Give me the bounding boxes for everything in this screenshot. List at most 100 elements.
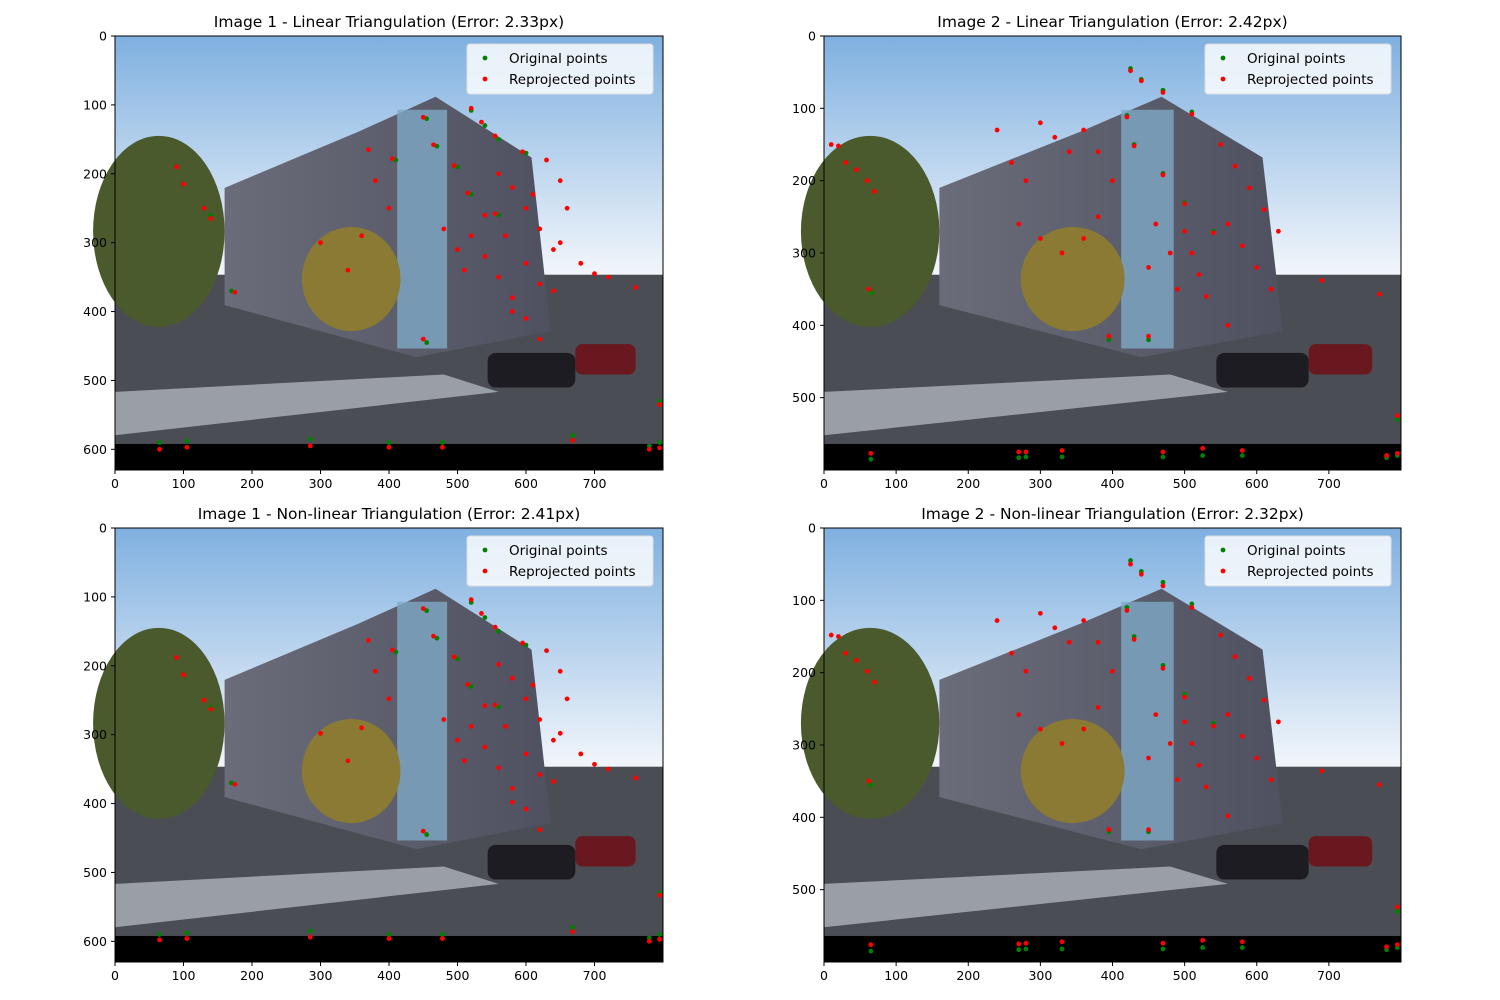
reprojected-point	[492, 624, 498, 630]
reprojected-point	[1167, 250, 1173, 256]
panel-title: Image 2 - Non-linear Triangulation (Erro…	[921, 505, 1304, 523]
reprojected-point	[455, 247, 460, 252]
reprojected-point	[184, 444, 190, 450]
reprojected-point	[1376, 291, 1382, 297]
reprojected-point	[868, 942, 874, 948]
original-point	[1016, 947, 1022, 953]
reprojected-point	[1146, 265, 1151, 270]
original-point	[1239, 453, 1245, 458]
reprojected-point	[866, 778, 872, 784]
y-tick-label: 100	[792, 593, 816, 608]
reprojected-point	[1275, 228, 1281, 234]
legend-original-marker	[482, 547, 488, 553]
car-black	[487, 352, 576, 388]
reprojected-point	[551, 737, 556, 743]
reprojected-point	[1254, 265, 1260, 270]
tree-left	[93, 627, 225, 819]
y-tick-label: 300	[792, 246, 816, 261]
reprojected-point	[181, 181, 186, 187]
reprojected-point	[465, 681, 471, 687]
panel-title: Image 1 - Non-linear Triangulation (Erro…	[198, 505, 581, 523]
original-point	[646, 443, 652, 449]
reprojected-point	[1182, 201, 1188, 207]
reprojected-point	[1182, 694, 1188, 700]
x-tick-label: 100	[884, 968, 908, 983]
y-tick-label: 100	[83, 97, 107, 112]
reprojected-point	[1146, 827, 1151, 833]
reprojected-point	[605, 274, 611, 280]
reprojected-point	[1106, 827, 1112, 833]
x-tick-label: 700	[1317, 476, 1341, 491]
y-tick-label: 600	[83, 442, 107, 457]
reprojected-point	[509, 799, 515, 805]
reprojected-point	[530, 192, 536, 197]
reprojected-point	[523, 205, 529, 211]
reprojected-point	[1037, 726, 1043, 732]
original-point	[1160, 579, 1166, 585]
car-red	[1308, 344, 1373, 375]
reprojected-point	[181, 672, 186, 678]
reprojected-point	[386, 444, 392, 450]
x-tick-label: 500	[1173, 968, 1197, 983]
reprojected-point	[537, 336, 543, 342]
reprojected-point	[441, 717, 447, 722]
reprojected-point	[1095, 704, 1101, 710]
legend-reprojected-label: Reprojected points	[1247, 72, 1374, 88]
reprojected-point	[557, 240, 563, 246]
original-point	[868, 948, 874, 954]
reprojected-point	[420, 606, 426, 611]
legend-reprojected-label: Reprojected points	[1247, 564, 1374, 580]
legend: Original points Reprojected points	[466, 43, 654, 95]
legend-reprojected-marker	[1220, 568, 1226, 574]
original-point	[1106, 337, 1112, 343]
reprojected-point	[1175, 286, 1180, 292]
reprojected-point	[1095, 149, 1101, 155]
y-tick-label: 0	[808, 521, 816, 536]
reprojected-point	[468, 597, 474, 603]
original-point	[657, 932, 662, 937]
legend: Original points Reprojected points	[1204, 43, 1392, 95]
reprojected-point	[465, 190, 471, 196]
x-tick-label: 600	[1245, 476, 1269, 491]
y-tick-label: 500	[792, 882, 816, 897]
reprojected-point	[1200, 937, 1206, 943]
reprojected-point	[1009, 160, 1014, 165]
x-tick-label: 700	[1317, 968, 1341, 983]
reprojected-point	[1160, 665, 1166, 671]
reprojected-point	[1189, 741, 1195, 746]
original-point	[1200, 945, 1206, 950]
x-tick-label: 0	[111, 968, 119, 983]
reprojected-point	[1037, 610, 1043, 616]
y-tick-label: 0	[99, 29, 107, 44]
glass-facade	[397, 601, 448, 841]
original-point	[1059, 946, 1065, 952]
x-tick-label: 100	[172, 476, 196, 491]
reprojected-point	[420, 114, 426, 120]
reprojected-point	[537, 827, 543, 833]
reprojected-point	[509, 309, 515, 314]
reprojected-point	[872, 679, 877, 685]
original-point	[1160, 946, 1166, 952]
reprojected-point	[1124, 114, 1130, 120]
original-point	[1016, 455, 1022, 461]
y-tick-label: 300	[83, 727, 107, 742]
reprojected-point	[359, 725, 364, 731]
reprojected-point	[1225, 712, 1231, 718]
reprojected-point	[1196, 762, 1202, 768]
car-red	[1308, 836, 1373, 867]
series-reprojected-points	[828, 68, 1400, 458]
reprojected-point	[828, 142, 834, 147]
y-tick-label: 0	[99, 521, 107, 536]
legend-box	[1204, 535, 1392, 587]
reprojected-point	[646, 446, 652, 452]
reprojected-point	[605, 766, 611, 772]
original-point	[1160, 454, 1166, 460]
reprojected-point	[520, 149, 525, 155]
original-point	[868, 456, 874, 462]
legend-reprojected-label: Reprojected points	[509, 564, 636, 580]
reprojected-point	[1059, 741, 1065, 746]
photo-background	[800, 528, 1401, 962]
reprojected-point	[1189, 250, 1195, 256]
reprojected-point	[1059, 250, 1065, 256]
original-point	[424, 832, 430, 837]
